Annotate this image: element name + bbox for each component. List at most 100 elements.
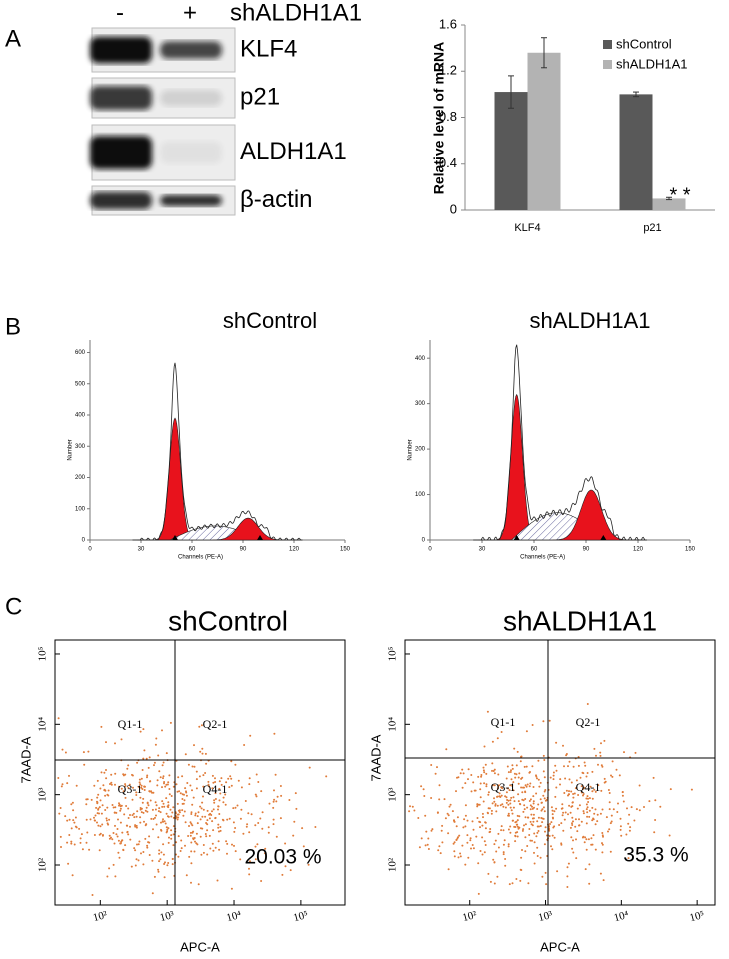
event-dot <box>668 834 671 837</box>
event-dot <box>549 823 551 825</box>
event-dot <box>167 841 170 844</box>
event-dot <box>521 791 524 794</box>
event-dot <box>585 803 588 806</box>
event-dot <box>531 839 533 842</box>
event-dot <box>66 819 69 822</box>
event-dot <box>158 860 161 863</box>
x-tick-label: 10³ <box>159 909 177 924</box>
event-dot <box>134 824 137 827</box>
event-dot <box>542 770 545 773</box>
event-dot <box>635 808 638 811</box>
event-dot <box>486 811 489 814</box>
event-dot <box>157 754 160 757</box>
event-dot <box>140 777 143 780</box>
event-dot <box>493 800 496 803</box>
event-dot <box>135 815 138 818</box>
event-dot <box>132 812 135 815</box>
event-dot <box>511 767 514 770</box>
event-dot <box>538 825 540 828</box>
event-dot <box>107 789 110 792</box>
event-dot <box>99 787 102 790</box>
protein-label: β-actin <box>240 186 313 213</box>
event-dot <box>544 830 546 833</box>
event-dot <box>509 799 512 802</box>
event-dot <box>457 776 460 779</box>
event-dot <box>506 787 509 790</box>
y-tick-label: 1.2 <box>439 63 457 78</box>
y-tick-label: 400 <box>75 413 86 419</box>
event-dot <box>196 843 199 846</box>
event-dot <box>66 782 69 785</box>
event-dot <box>108 837 111 840</box>
event-dot <box>175 816 178 819</box>
event-dot <box>279 785 282 787</box>
event-dot <box>204 752 207 755</box>
event-dot <box>491 802 494 805</box>
bar <box>494 92 528 210</box>
legend-swatch <box>603 40 612 49</box>
event-dot <box>582 787 584 790</box>
event-dot <box>420 837 423 840</box>
event-dot <box>489 880 492 883</box>
event-dot <box>491 769 493 772</box>
event-dot <box>533 832 536 835</box>
event-dot <box>483 745 486 748</box>
event-dot <box>583 761 586 764</box>
event-dot <box>66 841 69 844</box>
event-dot <box>599 751 602 754</box>
event-dot <box>608 828 611 831</box>
event-dot <box>447 868 450 871</box>
event-dot <box>581 836 584 839</box>
event-dot <box>493 784 496 787</box>
event-dot <box>518 772 521 775</box>
event-dot <box>149 799 152 802</box>
event-dot <box>495 810 498 813</box>
protein-label: ALDH1A1 <box>240 138 347 165</box>
event-dot <box>562 829 565 832</box>
event-dot <box>97 793 100 796</box>
event-dot <box>548 829 551 832</box>
event-dot <box>91 894 94 896</box>
event-dot <box>72 819 75 822</box>
event-dot <box>568 804 571 807</box>
event-dot <box>204 772 207 774</box>
event-dot <box>143 749 146 752</box>
event-dot <box>142 728 145 731</box>
event-dot <box>615 768 618 771</box>
event-dot <box>110 783 113 786</box>
event-dot <box>504 864 507 867</box>
event-dot <box>132 786 134 789</box>
event-dot <box>127 786 130 789</box>
event-dot <box>543 810 546 813</box>
event-dot <box>189 784 192 787</box>
event-dot <box>114 824 116 827</box>
event-dot <box>582 793 585 795</box>
event-dot <box>254 793 257 796</box>
event-dot <box>554 795 557 798</box>
event-dot <box>552 771 555 774</box>
event-dot <box>167 806 170 809</box>
event-dot <box>482 766 485 769</box>
event-dot <box>108 867 111 870</box>
event-dot <box>114 783 116 786</box>
event-dot <box>537 830 540 832</box>
event-dot <box>543 797 546 800</box>
event-dot <box>113 811 116 814</box>
event-dot <box>578 818 580 821</box>
event-dot <box>594 823 597 826</box>
event-dot <box>127 817 130 819</box>
event-dot <box>176 818 179 821</box>
event-dot <box>543 843 546 846</box>
event-dot <box>176 813 179 816</box>
y-tick-label: 10⁵ <box>37 646 49 661</box>
event-dot <box>604 780 607 783</box>
event-dot <box>254 858 257 861</box>
event-dot <box>281 873 284 876</box>
event-dot <box>225 781 228 784</box>
event-dot <box>590 837 593 840</box>
event-dot <box>206 819 209 822</box>
event-dot <box>427 837 430 840</box>
event-dot <box>86 831 89 834</box>
event-dot <box>558 824 561 826</box>
event-dot <box>480 774 483 776</box>
